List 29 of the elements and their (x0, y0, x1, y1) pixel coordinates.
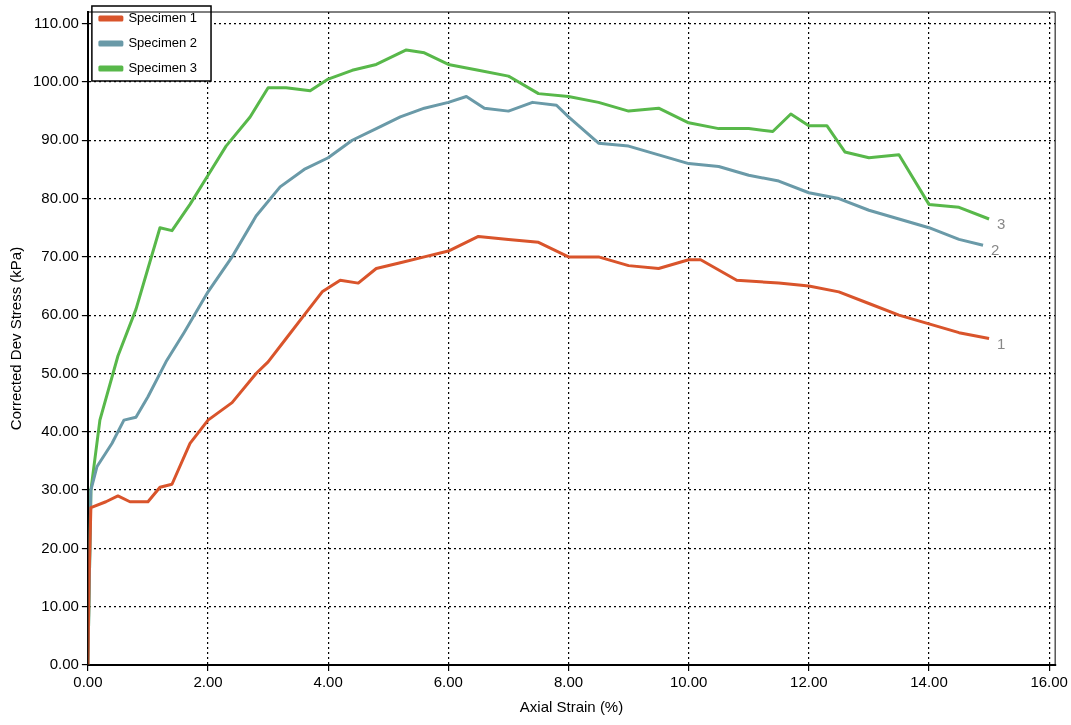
x-tick-label: 8.00 (553, 673, 584, 691)
y-tick-label: 40.00 (41, 421, 79, 439)
y-tick-label: 50.00 (41, 363, 79, 381)
y-tick-label: 70.00 (41, 247, 79, 265)
legend-label: Specimen 2 (128, 35, 198, 51)
y-tick-label: 100.00 (32, 72, 79, 90)
x-axis-title: Axial Strain (%) (519, 698, 624, 716)
y-tick-label: 0.00 (49, 655, 79, 673)
annotation: 1 (997, 334, 1006, 352)
y-tick-label: 90.00 (41, 130, 79, 148)
y-tick-label: 110.00 (34, 13, 79, 31)
x-tick-label: 14.00 (910, 673, 948, 691)
x-tick-label: 0.00 (73, 673, 103, 691)
y-tick-label: 10.00 (41, 596, 79, 614)
x-tick-label: 16.00 (1030, 673, 1068, 691)
annotation: 3 (997, 215, 1006, 233)
y-tick-label: 80.00 (41, 188, 79, 206)
y-tick-label: 30.00 (41, 480, 79, 498)
x-tick-label: 6.00 (433, 673, 463, 691)
x-tick-label: 10.00 (669, 673, 708, 691)
annotation: 2 (991, 241, 1000, 259)
x-tick-label: 2.00 (193, 673, 223, 691)
x-tick-label: 4.00 (313, 673, 343, 691)
legend-label: Specimen 1 (128, 10, 198, 26)
x-tick-label: 12.00 (790, 673, 828, 691)
legend-label: Specimen 3 (128, 60, 198, 76)
y-tick-label: 20.00 (41, 538, 79, 556)
y-tick-label: 60.00 (41, 305, 79, 323)
y-axis-title: Corrected Dev Stress (kPa) (7, 246, 25, 431)
